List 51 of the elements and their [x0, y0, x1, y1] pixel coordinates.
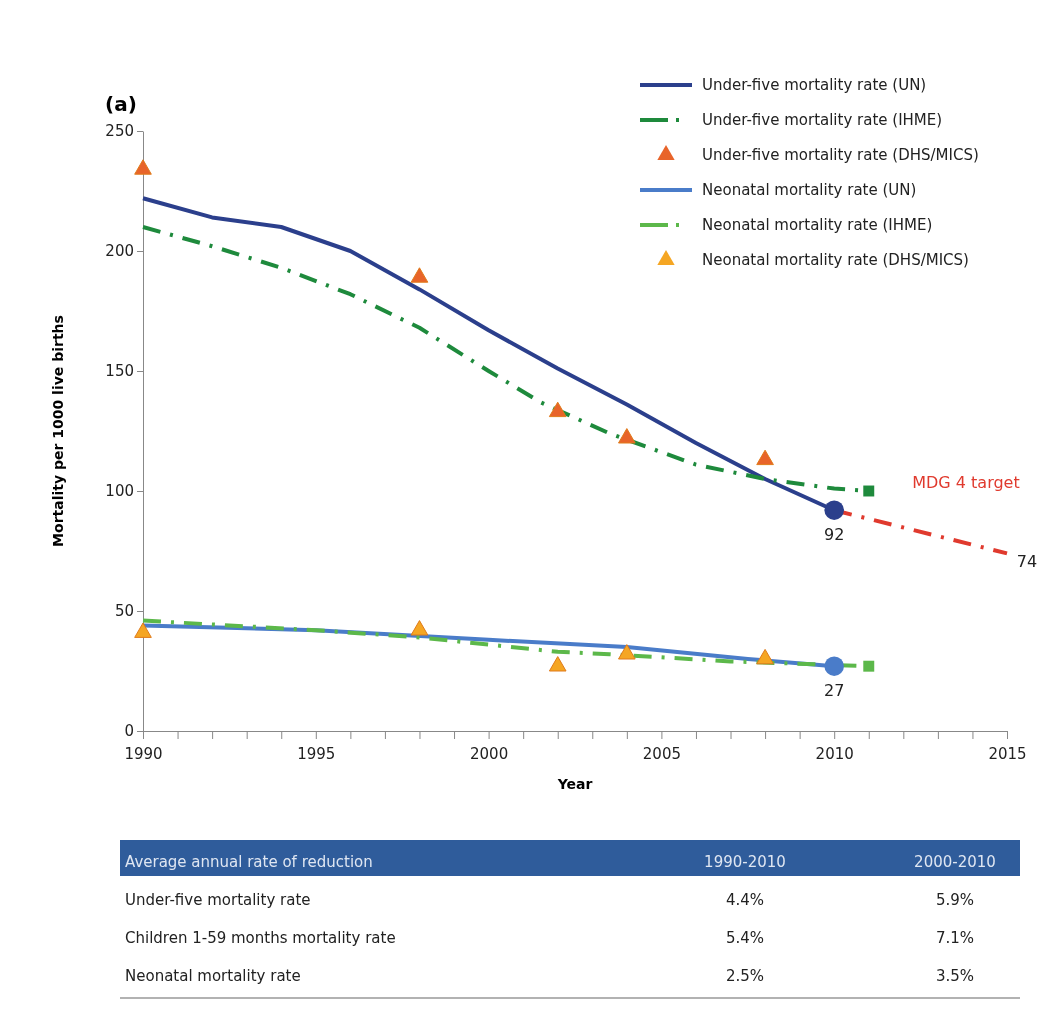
point — [824, 656, 844, 676]
y-tick-label: 250 — [105, 122, 134, 141]
point — [410, 620, 429, 636]
text: 2.5% — [725, 967, 765, 985]
point — [618, 644, 636, 660]
legend-label: Under-five mortality rate (IHME) — [702, 111, 943, 129]
point — [548, 401, 567, 418]
legend-label: Neonatal mortality rate (UN) — [702, 181, 917, 199]
legend-label: Under-five mortality rate (UN) — [702, 76, 927, 94]
y-axis-title: Mortality per 1000 live births — [50, 315, 66, 547]
point — [410, 267, 429, 283]
x-tick-label: 2010 — [815, 744, 854, 763]
y-tick-label: 150 — [105, 362, 134, 381]
text: Neonatal mortality rate — [125, 967, 301, 985]
legend-label: Neonatal mortality rate (DHS/MICS) — [702, 251, 969, 269]
point — [824, 500, 844, 520]
point — [863, 660, 875, 672]
text: 1990-2010 — [704, 853, 786, 871]
point — [548, 656, 567, 672]
x-tick-label: 1995 — [297, 744, 336, 763]
y-tick-label: 100 — [105, 482, 134, 501]
text: MDG 4 target — [912, 473, 1020, 493]
text: 7.1% — [935, 929, 975, 947]
y-tick-label: 0 — [124, 722, 134, 741]
x-axis-title: Year — [556, 776, 593, 792]
text: 5.4% — [725, 929, 765, 947]
text: (a) — [105, 92, 137, 116]
data-label: 27 — [824, 681, 845, 701]
point — [756, 449, 774, 466]
text: Children 1-59 months mortality rate — [125, 929, 396, 947]
text: Average annual rate of reduction — [125, 853, 373, 871]
text: 3.5% — [935, 967, 975, 985]
x-tick-label: 1990 — [124, 744, 163, 763]
x-tick-label: 2005 — [642, 744, 681, 763]
legend-label: Neonatal mortality rate (IHME) — [702, 216, 933, 234]
x-tick-label: 2000 — [470, 744, 509, 763]
point — [618, 428, 636, 444]
point — [863, 485, 875, 497]
y-tick-label: 200 — [105, 242, 134, 261]
point — [134, 159, 152, 175]
text: 2000-2010 — [914, 853, 996, 871]
text: 4.4% — [725, 891, 765, 909]
legend-label: Under-five mortality rate (DHS/MICS) — [702, 146, 979, 164]
data-label: 74 — [1016, 552, 1038, 572]
text: Under-five mortality rate — [125, 891, 311, 909]
text: 5.9% — [935, 891, 975, 909]
data-label: 92 — [824, 525, 845, 545]
point — [756, 648, 774, 665]
point — [134, 622, 152, 638]
y-tick-label: 50 — [114, 602, 134, 621]
x-tick-label: 2015 — [988, 744, 1027, 763]
